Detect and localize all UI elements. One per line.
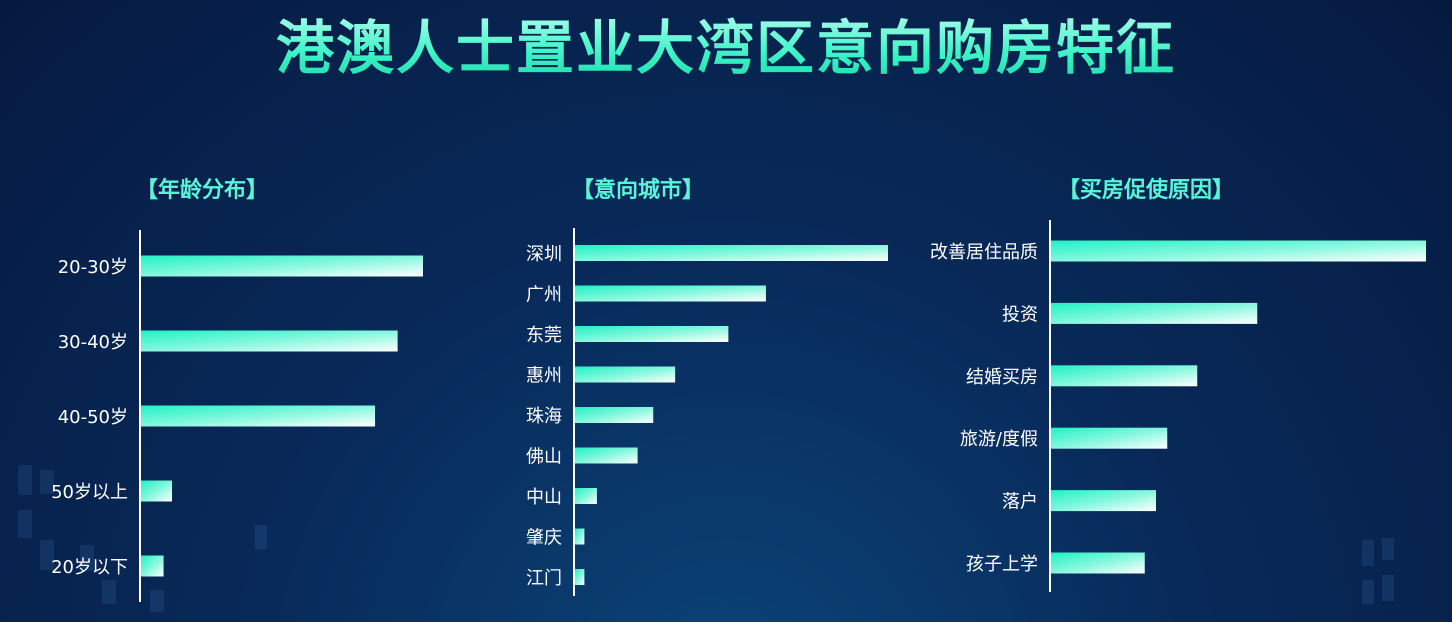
age-bar [141, 480, 173, 502]
city-chart-title: 【意向城市】 [572, 178, 705, 203]
city-bar [575, 366, 676, 383]
age-category-label: 40-50岁 [58, 407, 128, 428]
reason-chart-title: 【买房促使原因】 [1058, 178, 1235, 203]
background-decoration [1382, 575, 1394, 601]
reason-bar [1051, 302, 1258, 324]
age-category-label: 20-30岁 [58, 257, 128, 278]
city-bar [575, 488, 597, 504]
city-bar [575, 326, 729, 342]
city-category-label: 佛山 [526, 447, 562, 468]
background-decoration [102, 580, 116, 604]
city-bar [575, 447, 638, 464]
age-chart-title: 【年龄分布】 [136, 178, 269, 203]
age-category-label: 50岁以上 [51, 482, 128, 503]
city-category-label: 惠州 [526, 366, 562, 387]
reason-category-label: 改善居住品质 [930, 242, 1038, 263]
background-decoration [150, 590, 164, 612]
city-category-label: 深圳 [526, 244, 562, 265]
background-decoration [18, 510, 32, 538]
background-decoration [40, 540, 54, 570]
city-bar [575, 245, 888, 261]
reason-category-label: 孩子上学 [966, 554, 1038, 575]
age-category-label: 20岁以下 [51, 557, 128, 578]
city-category-label: 广州 [526, 285, 562, 306]
city-category-label: 珠海 [526, 406, 562, 427]
reason-category-label: 结婚买房 [966, 367, 1038, 388]
city-bar [575, 285, 766, 302]
background-decoration [80, 545, 94, 571]
city-bar [575, 407, 654, 423]
background-decoration [40, 470, 54, 494]
background-decoration [1362, 580, 1374, 604]
reason-category-label: 落户 [1002, 492, 1038, 513]
reason-bar [1051, 365, 1198, 387]
page-title: 港澳人士置业大湾区意向购房特征 [0, 8, 1452, 88]
age-bar [141, 255, 423, 277]
city-category-label: 中山 [526, 487, 562, 508]
reason-bar [1051, 552, 1145, 574]
background-decoration [1382, 538, 1394, 560]
city-category-label: 东莞 [526, 325, 562, 346]
reason-bar [1051, 427, 1168, 449]
reason-category-label: 旅游/度假 [960, 429, 1038, 450]
city-bar [575, 528, 585, 545]
city-category-label: 肇庆 [526, 528, 562, 549]
city-bar [575, 569, 585, 585]
age-bar [141, 555, 164, 577]
background-decoration [255, 525, 267, 549]
age-category-label: 30-40岁 [58, 332, 128, 353]
background-decoration [1362, 540, 1374, 566]
reason-bar [1051, 240, 1426, 262]
age-bar [141, 405, 376, 427]
reason-bar [1051, 490, 1156, 512]
age-bar [141, 330, 398, 352]
reason-category-label: 投资 [1002, 304, 1038, 325]
city-category-label: 江门 [526, 568, 562, 589]
background-decoration [18, 465, 32, 495]
